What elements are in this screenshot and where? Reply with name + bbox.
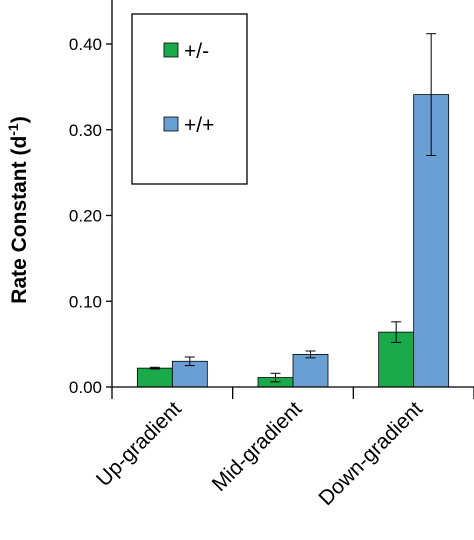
x-category-label: Down-gradient <box>314 397 427 510</box>
y-axis-label: Rate Constant (d-1) <box>5 116 31 303</box>
legend-label-plus-plus: +/+ <box>184 114 214 137</box>
y-tick-label: 0.40 <box>69 35 102 54</box>
bar-plus-plus-1 <box>292 354 329 388</box>
legend-box <box>131 13 248 185</box>
x-categories: Up-gradient Mid-gradient Down-gradient <box>92 387 474 510</box>
legend-label-plus-minus: +/- <box>184 40 209 63</box>
y-tick-label: 0.10 <box>69 292 102 311</box>
y-tick-label: 0.20 <box>69 207 102 226</box>
y-ticks: 0.00 0.10 0.20 0.30 0.40 <box>69 35 112 397</box>
bar-plus-minus-0 <box>136 367 173 388</box>
y-tick-label: 0.30 <box>69 121 102 140</box>
legend: +/- +/+ <box>131 13 248 185</box>
error-bars <box>149 33 437 383</box>
x-category-label: Up-gradient <box>92 397 186 491</box>
y-tick-label: 0.00 <box>69 378 102 397</box>
legend-swatch-plus-plus <box>163 116 179 132</box>
x-category-label: Mid-gradient <box>208 397 307 496</box>
legend-swatch-plus-minus <box>163 42 179 58</box>
